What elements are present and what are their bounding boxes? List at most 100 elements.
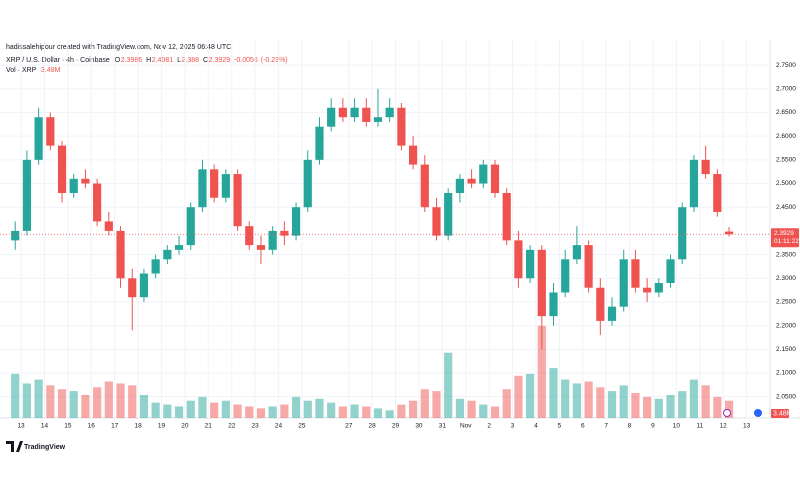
candle-body [362,107,371,122]
y-tick-label: 2.0500 [776,393,796,400]
x-tick-label: 8 [628,423,632,430]
flag-icon [754,409,762,417]
volume-bar [186,400,195,418]
candle-body [689,159,699,208]
y-tick-label: 2.4500 [776,204,796,211]
candle-body [654,283,663,293]
volume-last-box [771,409,789,418]
last-price-label: 2.3929 [774,230,794,237]
ohlc-value: 2.3929 [209,57,231,64]
last-price-box [771,228,799,248]
x-tick-label: 31 [439,423,447,430]
x-tick-label: 21 [205,423,213,430]
y-tick-label: 2.3000 [776,275,796,282]
candle-body [11,230,20,241]
volume-bar [678,391,687,418]
candle-body [210,169,219,198]
candle-body [444,193,453,236]
volume-bar [93,387,102,418]
x-tick-label: 24 [275,423,283,430]
volume-bar [174,406,184,418]
attribution: hadissalehipour created with TradingView… [6,44,231,51]
volume-bar [338,406,347,418]
volume-bar [245,406,254,418]
candle-body [631,259,640,288]
x-tick-label: 22 [228,423,236,430]
volume-bar [713,396,722,418]
change-label: (-0.23%) [261,57,288,64]
candle-body [619,259,628,307]
x-tick-label: 4 [534,423,538,430]
volume-bar [479,404,488,418]
ohlc-value: 2.388 [182,57,200,64]
x-tick-label: 23 [251,423,259,430]
x-tick-label: 18 [134,423,142,430]
candle-body [596,287,605,321]
ohlc-name: L [177,57,181,64]
volume-bar [315,398,324,418]
candle-body [34,117,43,160]
volume-bar [57,389,67,418]
volume-bar [128,385,137,418]
x-tick-label: 3 [511,423,515,430]
candle-body [198,169,207,208]
volume-bar [490,406,500,418]
volume-bar [643,396,652,418]
volume-bar [327,402,336,418]
candle-body [455,178,464,193]
volume-bar [81,394,90,418]
volume-bar [268,406,277,418]
candle-body [163,249,172,260]
candle-body [397,107,406,146]
volume-bar [256,408,266,418]
y-tick-label: 2.7000 [776,86,796,93]
x-tick-label: 19 [158,423,166,430]
candle-body [432,207,441,236]
candle-body [479,164,488,184]
candle-body [93,183,102,222]
volume-bar [362,406,371,418]
candle-body [385,107,394,118]
x-tick-label: 10 [673,423,681,430]
volume-bar [350,404,359,418]
candle-body [291,207,301,236]
volume-bar [584,381,593,418]
y-tick-label: 2.2000 [776,322,796,329]
volume-bar [291,396,301,418]
candle-body [408,145,418,165]
volume-bar [116,383,125,418]
volume-bar [619,385,628,418]
volume-bar [104,381,113,418]
candle-body [607,306,617,321]
volume-bar [549,368,558,418]
countdown: 01:11:22 [774,238,799,245]
x-tick-label: 9 [651,423,655,430]
candle-body [46,117,55,146]
volume-bar [210,402,219,418]
x-tick-label: 13 [17,423,25,430]
volume-bar [303,400,312,418]
volume-bar [502,389,511,418]
volume-bar [69,391,78,418]
volume-label: 3.48M [41,67,61,74]
candle-body [303,159,312,208]
candle-body [22,159,32,231]
brand-logo: TradingView [6,441,66,452]
volume-bar [151,402,160,418]
candle-body [701,159,710,175]
x-tick-label: 13 [743,423,751,430]
candle-body [186,207,195,246]
candle-body [678,207,687,260]
candle-body [233,174,242,227]
y-tick-label: 2.5000 [776,180,796,187]
volume-bar [373,408,383,418]
volume-bar [163,404,172,418]
candle-body [81,178,90,184]
x-tick-label: 11 [696,423,703,430]
volume-bar [724,400,734,418]
volume-bar [689,379,699,418]
brand: TradingView [24,444,66,451]
y-tick-label: 2.6500 [776,109,796,116]
x-tick-label: 25 [298,423,306,430]
volume-bar [408,400,418,418]
